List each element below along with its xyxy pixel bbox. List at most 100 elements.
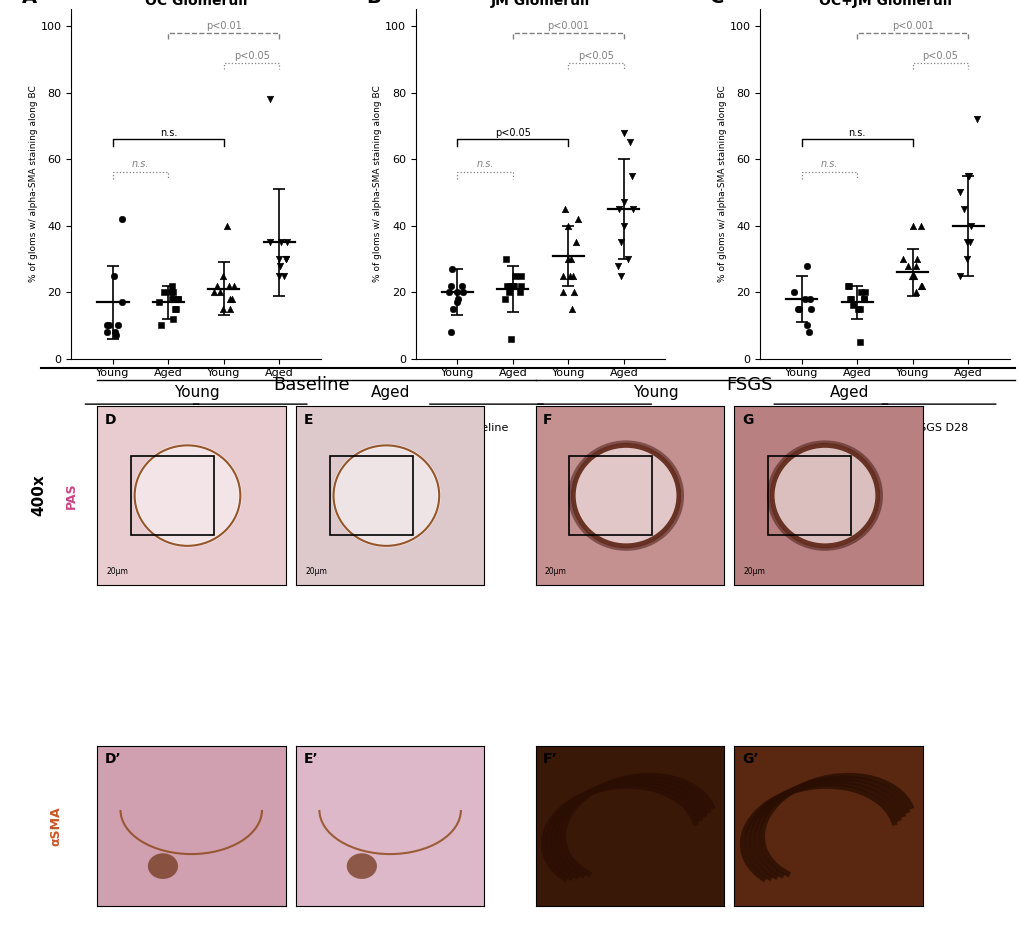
Point <box>449 292 466 307</box>
Y-axis label: % of gloms w/ alpha-SMA staining along BC: % of gloms w/ alpha-SMA staining along B… <box>29 86 38 282</box>
Text: Baseline: Baseline <box>805 423 853 433</box>
Point <box>620 251 636 266</box>
Text: n.s.: n.s. <box>131 160 150 169</box>
Point <box>789 301 805 316</box>
Point <box>448 285 465 300</box>
Y-axis label: % of gloms w/ alpha-SMA staining along BC: % of gloms w/ alpha-SMA staining along B… <box>717 86 726 282</box>
Point <box>561 268 578 283</box>
Point <box>163 285 179 300</box>
Point <box>513 268 529 283</box>
Point <box>799 258 815 273</box>
Point <box>442 325 459 340</box>
Point <box>262 235 278 250</box>
Text: n.s.: n.s. <box>160 127 177 138</box>
Point <box>512 285 528 300</box>
Point <box>801 292 817 307</box>
Bar <box>569 456 652 535</box>
Point <box>796 292 812 307</box>
Text: FSGS D28: FSGS D28 <box>224 423 279 433</box>
Text: αSMA: αSMA <box>50 806 62 846</box>
Text: p<0.05: p<0.05 <box>578 51 613 61</box>
Point <box>955 201 971 216</box>
Point <box>225 278 242 293</box>
Point <box>505 278 522 293</box>
Point <box>905 268 921 283</box>
Point <box>556 201 573 216</box>
Text: Aged: Aged <box>371 385 410 400</box>
Point <box>271 268 287 283</box>
Point <box>167 301 183 316</box>
Circle shape <box>333 446 439 546</box>
Text: p<0.05: p<0.05 <box>921 51 958 61</box>
Point <box>903 268 919 283</box>
Text: D: D <box>104 413 116 427</box>
Point <box>856 285 872 300</box>
Point <box>279 235 296 250</box>
Point <box>152 318 168 333</box>
Point <box>443 261 460 277</box>
Text: n.s.: n.s. <box>848 127 865 138</box>
Point <box>851 334 867 349</box>
Point <box>912 218 928 233</box>
Bar <box>130 456 214 535</box>
Point <box>114 211 130 227</box>
Point <box>164 292 180 307</box>
Y-axis label: % of gloms w/ alpha-SMA staining along BC: % of gloms w/ alpha-SMA staining along B… <box>373 86 382 282</box>
Point <box>444 301 461 316</box>
Point <box>277 251 293 266</box>
Point <box>798 318 814 333</box>
Bar <box>329 456 413 535</box>
Point <box>441 285 458 300</box>
Point <box>513 278 529 293</box>
Point <box>840 278 856 293</box>
Circle shape <box>148 853 178 879</box>
Point <box>223 292 239 307</box>
Text: 400x: 400x <box>32 475 46 516</box>
Text: C: C <box>709 0 723 8</box>
Point <box>564 268 580 283</box>
Text: 20μm: 20μm <box>743 567 765 576</box>
Title: OC+JM Glomeruli: OC+JM Glomeruli <box>817 0 951 8</box>
Point <box>855 292 871 307</box>
Point <box>99 318 115 333</box>
Point <box>113 295 129 310</box>
Point <box>271 251 287 266</box>
Text: FSGS D28: FSGS D28 <box>568 423 623 433</box>
Point <box>844 298 860 313</box>
Text: Baseline: Baseline <box>461 423 508 433</box>
Text: F’: F’ <box>542 752 557 767</box>
Point <box>904 268 920 283</box>
Point <box>165 285 181 300</box>
Point <box>169 292 185 307</box>
Point <box>166 301 182 316</box>
Point <box>271 258 287 273</box>
Point <box>855 292 871 307</box>
Text: 20μm: 20μm <box>544 567 567 576</box>
Text: Young: Young <box>633 385 678 400</box>
Point <box>907 258 923 273</box>
Point <box>497 251 514 266</box>
Text: p<0.05: p<0.05 <box>494 127 530 138</box>
Text: p<0.01: p<0.01 <box>206 21 242 31</box>
Text: Aged: Aged <box>829 385 868 400</box>
Point <box>107 325 123 340</box>
Point <box>800 325 816 340</box>
Text: G: G <box>741 413 753 427</box>
Point <box>220 278 236 293</box>
Text: Baseline: Baseline <box>117 423 164 433</box>
Point <box>562 251 579 266</box>
Point <box>501 278 518 293</box>
Point <box>609 258 626 273</box>
Circle shape <box>346 853 377 879</box>
Point <box>277 251 293 266</box>
Text: PAS: PAS <box>65 482 77 509</box>
Point <box>959 251 975 266</box>
Point <box>502 331 519 346</box>
Text: FSGS D28: FSGS D28 <box>912 423 967 433</box>
Text: n.s.: n.s. <box>820 160 838 169</box>
Point <box>624 201 640 216</box>
Point <box>849 301 865 316</box>
Text: p<0.001: p<0.001 <box>891 21 932 31</box>
Point <box>908 251 924 266</box>
Text: n.s.: n.s. <box>476 160 493 169</box>
